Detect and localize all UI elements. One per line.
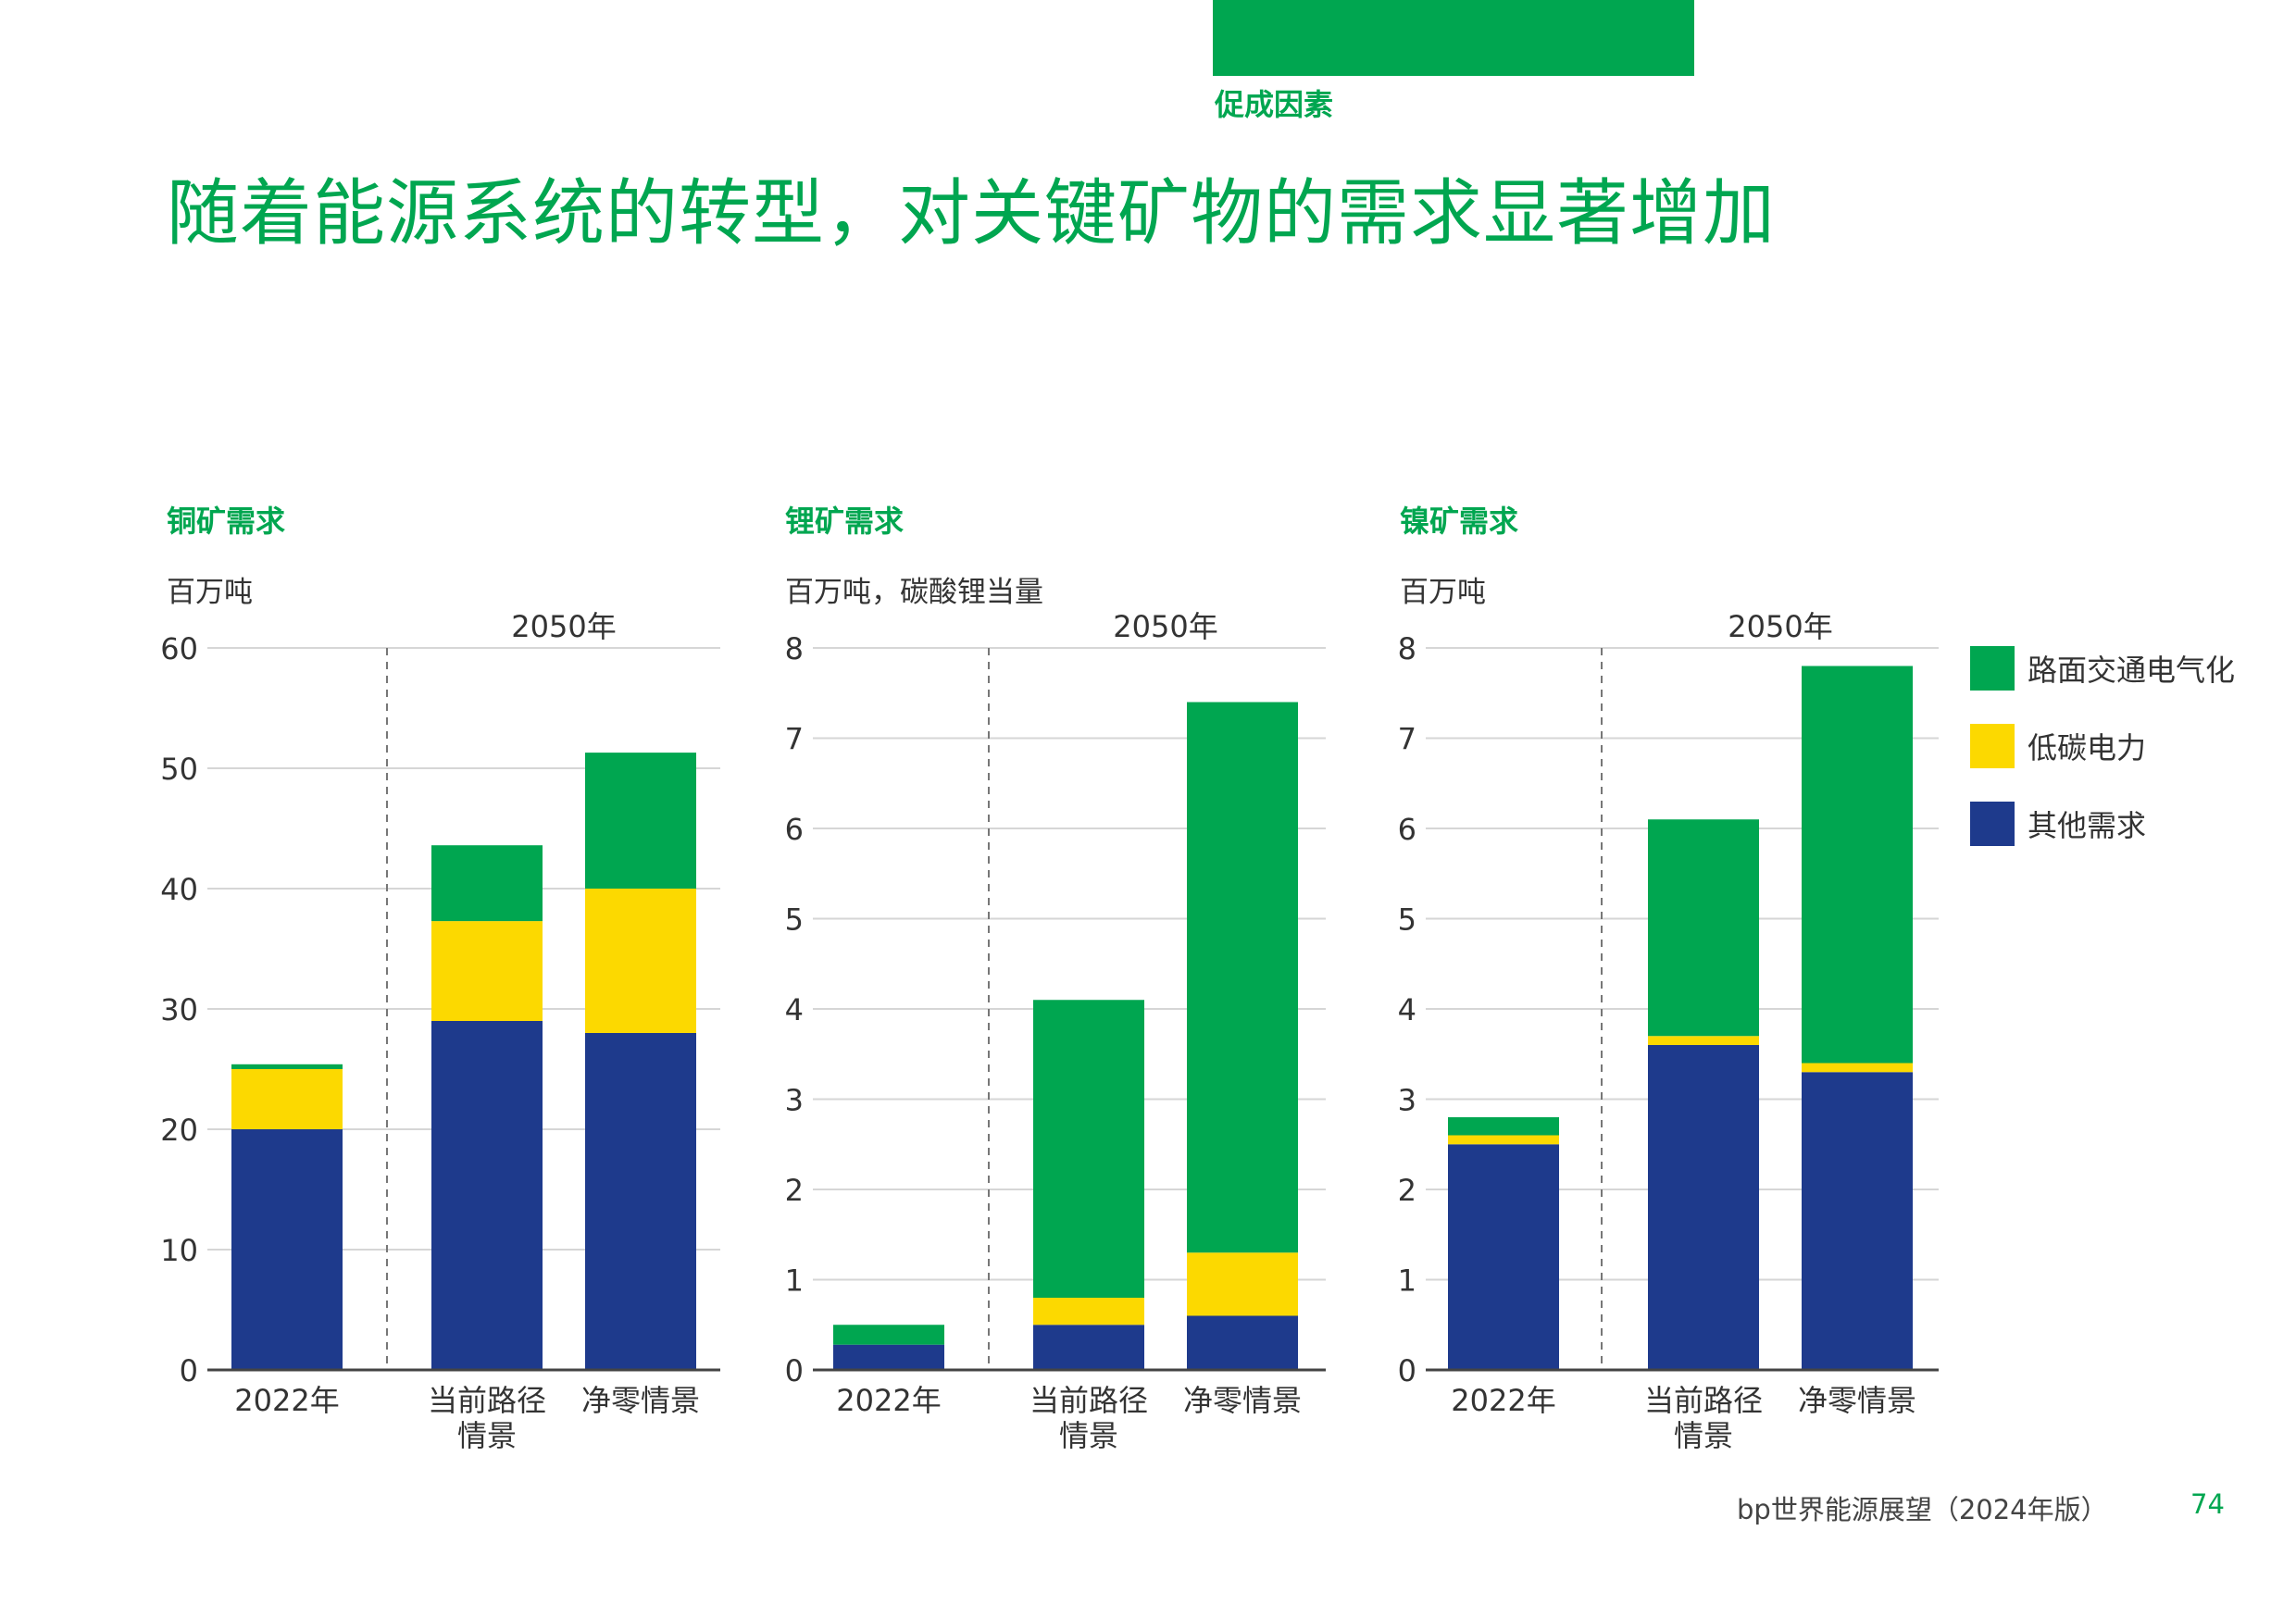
nickel-y-tick-label: 0 [1398,1353,1416,1388]
nickel-bar-road-transport [1648,819,1759,1037]
copper-bar-road-transport [231,1064,343,1069]
nickel-bar-road-transport [1802,666,1913,1064]
copper-bar-other-demand [431,1021,543,1370]
chart-legend: 路面交通电气化 低碳电力 其他需求 [1970,646,2235,879]
copper-bar-low-carbon-power [231,1069,343,1129]
copper-group-label-2050: 2050年 [511,609,616,644]
nickel-y-tick-label: 3 [1398,1083,1416,1118]
lithium-chart-title: 锂矿需求 [785,504,905,539]
copper-y-tick-label: 0 [180,1353,198,1388]
nickel-bar-low-carbon-power [1648,1036,1759,1045]
legend-label-other-demand: 其他需求 [2028,808,2147,843]
copper-bar-other-demand [585,1033,696,1370]
lithium-category-label: 情景 [1059,1418,1118,1453]
nickel-y-tick-label: 7 [1398,722,1416,757]
page-title: 随着能源系统的转型，对关键矿物的需求显著增加 [167,172,1777,255]
nickel-y-tick-label: 6 [1398,812,1416,847]
lithium-bar-road-transport [1033,1000,1144,1298]
legend-label-road-transport: 路面交通电气化 [2028,653,2236,688]
nickel-y-tick-label: 2 [1398,1173,1416,1208]
copper-bar-road-transport [585,753,696,889]
copper-chart-title: 铜矿需求 [167,504,286,539]
nickel-y-tick-label: 1 [1398,1263,1416,1299]
nickel-group-label-2050: 2050年 [1728,609,1832,644]
nickel-bar-other-demand [1448,1144,1559,1370]
lithium-y-tick-label: 7 [785,722,804,757]
copper-y-tick-label: 10 [160,1233,198,1268]
copper-y-tick-label: 60 [160,631,198,666]
copper-y-tick-label: 30 [160,992,198,1027]
nickel-y-tick-label: 5 [1398,902,1416,938]
lithium-category-label: 净零情景 [1183,1383,1302,1418]
copper-chart-unit: 百万吨 [167,576,253,609]
nickel-bar-other-demand [1648,1045,1759,1370]
copper-bar-road-transport [431,845,543,922]
lithium-group-label-2050: 2050年 [1113,609,1217,644]
lithium-category-label: 当前路径 [1029,1383,1148,1418]
lithium-chart-unit: 百万吨，碳酸锂当量 [785,576,1043,609]
nickel-category-label: 2022年 [1451,1383,1555,1418]
lithium-bar-other-demand [1033,1325,1144,1370]
lithium-bar-low-carbon-power [1187,1252,1298,1316]
lithium-bar-other-demand [1187,1315,1298,1370]
lithium-y-tick-label: 2 [785,1173,804,1208]
copper-category-label: 当前路径 [428,1383,546,1418]
nickel-category-label: 当前路径 [1644,1383,1763,1418]
section-label: 促成因素 [1215,87,1334,122]
copper-bar-low-carbon-power [585,889,696,1033]
lithium-y-tick-label: 0 [785,1353,804,1388]
copper-y-tick-label: 50 [160,752,198,787]
lithium-bar-other-demand [833,1344,944,1370]
lithium-bar-low-carbon-power [1033,1298,1144,1326]
legend-label-low-carbon-power: 低碳电力 [2028,730,2147,765]
nickel-category-label: 情景 [1674,1418,1733,1453]
nickel-y-tick-label: 4 [1398,992,1416,1027]
lithium-y-tick-label: 5 [785,902,804,938]
lithium-bar-road-transport [833,1325,944,1345]
section-color-bar [1213,0,1694,76]
legend-swatch-other-demand [1970,802,2015,846]
legend-swatch-low-carbon-power [1970,724,2015,768]
legend-item-road-transport: 路面交通电气化 [1970,646,2235,691]
copper-y-tick-label: 40 [160,872,198,907]
copper-category-label: 情景 [457,1418,517,1453]
page-number: 74 [2190,1488,2225,1520]
lithium-bar-road-transport [1187,702,1298,1253]
lithium-y-tick-label: 6 [785,812,804,847]
copper-category-label: 净零情景 [581,1383,700,1418]
copper-y-tick-label: 20 [160,1113,198,1148]
nickel-bar-low-carbon-power [1802,1063,1913,1073]
legend-item-low-carbon-power: 低碳电力 [1970,724,2235,768]
legend-swatch-road-transport [1970,646,2015,691]
lithium-y-tick-label: 3 [785,1083,804,1118]
lithium-category-label: 2022年 [836,1383,941,1418]
nickel-bar-other-demand [1802,1072,1913,1370]
lithium-y-tick-label: 8 [785,631,804,666]
nickel-bar-road-transport [1448,1117,1559,1136]
lithium-y-tick-label: 1 [785,1263,804,1299]
legend-item-other-demand: 其他需求 [1970,802,2235,846]
nickel-chart-unit: 百万吨 [1400,576,1486,609]
nickel-bar-low-carbon-power [1448,1135,1559,1145]
nickel-category-label: 净零情景 [1798,1383,1916,1418]
footer-publication: bp世界能源展望（2024年版） [1737,1494,2108,1525]
copper-bar-low-carbon-power [431,921,543,1021]
copper-category-label: 2022年 [234,1383,339,1418]
nickel-chart-title: 镍矿需求 [1400,504,1519,539]
nickel-y-tick-label: 8 [1398,631,1416,666]
copper-bar-other-demand [231,1129,343,1370]
lithium-y-tick-label: 4 [785,992,804,1027]
